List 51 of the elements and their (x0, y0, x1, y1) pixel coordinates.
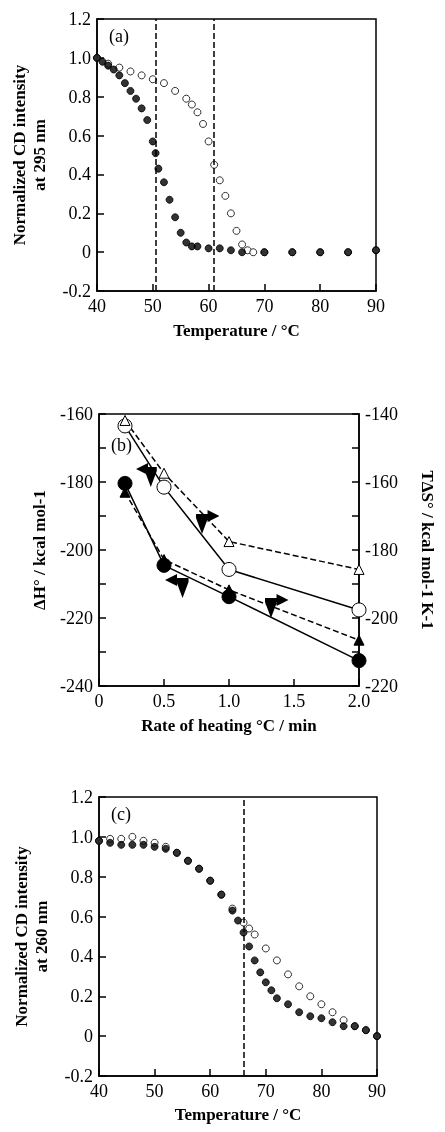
y2-axis-title: TΔS° / kcal mol-1 K-1 (417, 470, 437, 630)
y-tick-label: -0.2 (62, 281, 91, 302)
y-tick-label: 0.2 (68, 203, 91, 224)
x-tick-label: 80 (311, 296, 330, 317)
x-tick-label: 0.5 (152, 691, 176, 712)
y-tick-label: 1.2 (70, 787, 93, 807)
y-axis-title: Normalized CD intensity at 260 nm (11, 845, 51, 1027)
x-tick-label: 70 (255, 296, 274, 317)
x-tick-label: 1.0 (217, 691, 241, 712)
y-tick-label: 0.6 (68, 125, 91, 146)
y-tick-label: 0 (82, 242, 91, 263)
annotation: (c) (111, 804, 131, 825)
x-tick-label: 60 (199, 296, 218, 317)
x-tick-label: 70 (256, 1081, 275, 1101)
y2-tick-label: -200 (365, 608, 398, 629)
y-tick-label: 1.0 (70, 826, 93, 847)
y-tick-label: 1.0 (68, 47, 91, 68)
y-tick-label: -200 (60, 540, 93, 561)
y-tick-label: 1.2 (68, 9, 91, 29)
x-axis-title: Rate of heating °C / min (141, 715, 318, 735)
x-axis-title: Temperature / °C (173, 320, 300, 340)
y2-tick-label: -140 (365, 404, 398, 424)
x-tick-label: 50 (145, 1081, 164, 1101)
x-tick-label: 40 (90, 1081, 108, 1101)
y-tick-label: 0.8 (70, 866, 93, 887)
y-tick-label: 0.4 (68, 164, 91, 185)
x-tick-label: 40 (88, 296, 106, 317)
annotation: (b) (111, 435, 132, 456)
y2-tick-label: -160 (365, 472, 398, 493)
y-tick-label: 0.6 (70, 906, 93, 927)
y-tick-label: 0.2 (70, 986, 93, 1007)
x-tick-label: 1.5 (282, 691, 306, 712)
y-axis-title: Normalized CD intensity at 295 nm (9, 64, 49, 246)
x-tick-label: 50 (143, 296, 162, 317)
x-axis-title: Temperature / °C (174, 1105, 302, 1125)
y-tick-label: -180 (60, 472, 93, 493)
y2-tick-label: -180 (365, 540, 398, 561)
x-tick-label: 80 (312, 1081, 331, 1101)
y-tick-label: -220 (60, 608, 93, 629)
x-tick-label: 90 (368, 1081, 386, 1101)
y-axis-title: ΔH° / kcal mol-1 (29, 490, 49, 611)
y-tick-label: -240 (60, 676, 93, 697)
y-tick-label: 0.4 (70, 946, 93, 967)
y-tick-label: -160 (60, 404, 93, 424)
x-tick-label: 90 (367, 296, 385, 317)
y-tick-label: 0 (84, 1026, 93, 1047)
x-tick-label: 2.0 (347, 691, 371, 712)
x-tick-label: 60 (201, 1081, 220, 1101)
y-tick-label: 0.8 (68, 86, 91, 107)
annotation: (a) (109, 26, 129, 47)
y-tick-label: -0.2 (64, 1066, 93, 1086)
